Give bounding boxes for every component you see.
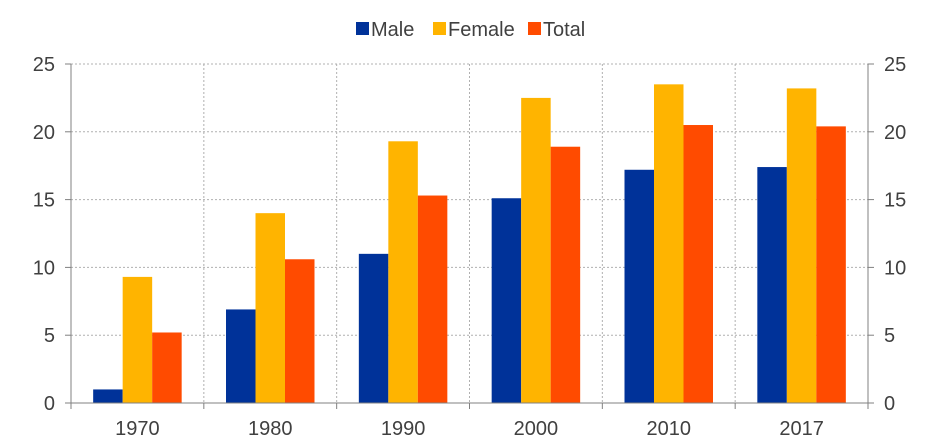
- x-tick-label: 1980: [248, 418, 293, 440]
- y-tick-label-right: 0: [884, 393, 895, 415]
- grid-lines: [71, 63, 868, 403]
- legend-label-male: Male: [371, 19, 414, 41]
- bar-male-1980: [226, 309, 256, 403]
- x-tick-label: 1970: [115, 418, 160, 440]
- y-tick-label-right: 5: [884, 325, 895, 347]
- y-tick-label-left: 25: [33, 54, 55, 76]
- bar-total-1980: [285, 259, 315, 403]
- legend-label-total: Total: [543, 19, 585, 41]
- bar-male-1970: [93, 389, 123, 403]
- y-tick-label-right: 25: [884, 54, 906, 76]
- y-tick-label-left: 15: [33, 190, 55, 212]
- bar-female-1970: [122, 276, 153, 403]
- bar-total-2017: [816, 126, 846, 403]
- legend-swatch-male: [356, 22, 369, 35]
- bar-female-1980: [255, 213, 285, 403]
- legend-swatch-female: [433, 22, 446, 35]
- legend: Male Female Total: [356, 19, 585, 41]
- bar-total-1970: [152, 332, 182, 403]
- x-tick-label: 2010: [647, 418, 692, 440]
- y-tick-label-right: 10: [884, 257, 906, 279]
- bar-male-1990: [358, 253, 389, 403]
- legend-label-female: Female: [448, 19, 515, 41]
- y-tick-label-right: 15: [884, 190, 906, 212]
- y-tick-label-left: 20: [33, 122, 55, 144]
- bar-female-2000: [521, 97, 551, 404]
- bar-female-2017: [786, 88, 817, 404]
- bar-female-1990: [388, 141, 418, 404]
- y-tick-label-left: 0: [44, 393, 55, 415]
- x-tick-label: 2017: [779, 418, 824, 440]
- bar-total-1990: [417, 195, 448, 403]
- x-tick-label: 1990: [381, 418, 426, 440]
- y-axis-left-tick-labels: 0 5 10 15 20 25: [33, 54, 55, 415]
- x-tick-label: 2000: [514, 418, 559, 440]
- bar-male-2000: [491, 198, 522, 403]
- x-axis-tick-labels: 1970 1980 1990 2000 2010 2017: [115, 418, 824, 440]
- bar-total-2010: [683, 125, 713, 404]
- axes: [65, 63, 874, 409]
- y-axis-right-tick-labels: 0 5 10 15 20 25: [884, 54, 906, 415]
- legend-swatch-total: [528, 22, 541, 35]
- bar-male-2010: [624, 169, 654, 403]
- bars: [93, 84, 846, 404]
- y-tick-label-right: 20: [884, 122, 906, 144]
- bar-male-2017: [757, 167, 787, 403]
- y-tick-label-left: 5: [44, 325, 55, 347]
- bar-female-2010: [654, 84, 684, 403]
- bar-total-2000: [550, 146, 581, 403]
- y-tick-label-left: 10: [33, 257, 55, 279]
